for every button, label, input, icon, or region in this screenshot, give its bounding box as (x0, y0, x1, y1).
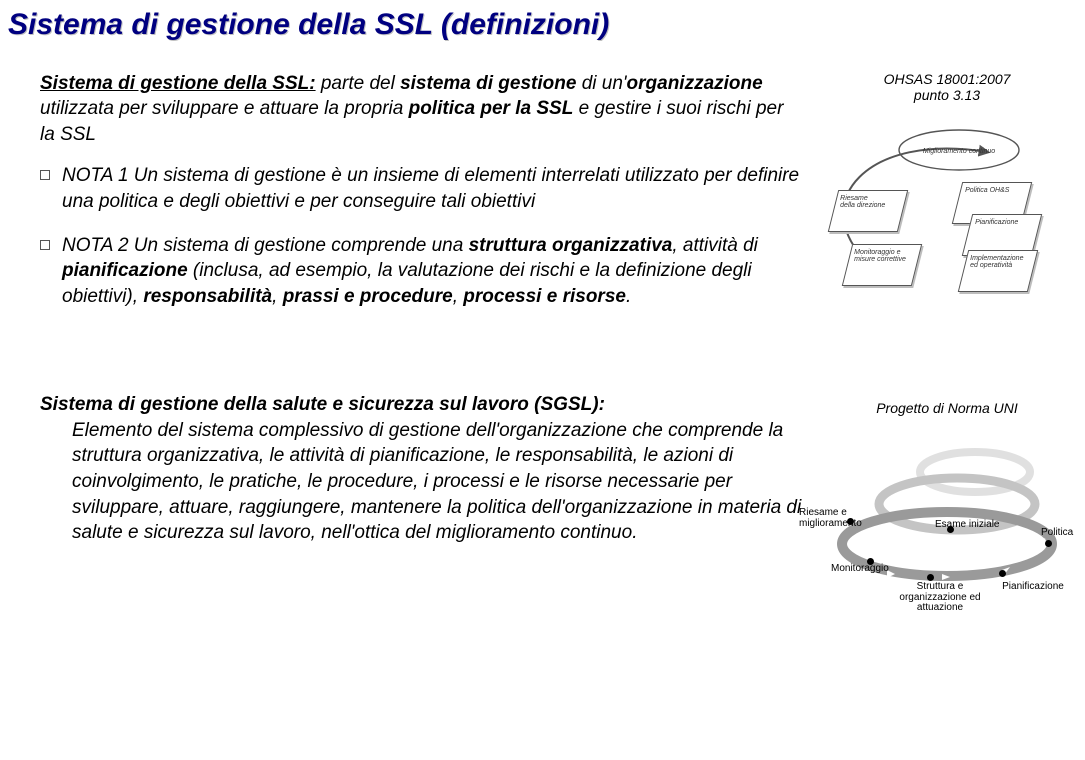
ohsas-card-monitoraggio: Monitoraggio emisure correttive (842, 244, 922, 286)
definition-ssl: Sistema di gestione della SSL: parte del… (8, 71, 803, 148)
ohsas-card-riesame: Riesamedella direzione (828, 190, 908, 232)
ohsas-ellipse-label: Miglioramento continuo (923, 148, 995, 155)
note-2: NOTA 2 Un sistema di gestione comprende … (8, 233, 803, 310)
figure-spiral: Progetto di Norma UNI (817, 394, 1077, 605)
note-2-text: NOTA 2 Un sistema di gestione comprende … (62, 233, 803, 310)
bullet-icon (40, 170, 50, 180)
sgsl-heading: Sistema di gestione della salute e sicur… (8, 394, 803, 416)
slide-title: Sistema di gestione della SSL (definizio… (8, 8, 1077, 43)
section-gap (8, 346, 1077, 394)
spiral-label-monitoraggio: Monitoraggio (831, 564, 901, 575)
figure-ohsas: OHSAS 18001:2007 punto 3.13 Migliorament… (817, 71, 1077, 313)
text-col-1: Sistema di gestione della SSL: parte del… (8, 71, 803, 328)
figure-ohsas-caption: OHSAS 18001:2007 punto 3.13 (817, 71, 1077, 105)
spiral-svg (817, 424, 1077, 604)
spiral-diagram: Riesame emiglioramento Monitoraggio Stru… (817, 424, 1077, 604)
text-col-2: Sistema di gestione della salute e sicur… (8, 394, 803, 546)
sgsl-body: Elemento del sistema complessivo di gest… (8, 418, 803, 546)
definition-ssl-label: Sistema di gestione della SSL: (40, 73, 316, 94)
row-definition-2: Sistema di gestione della salute e sicur… (8, 394, 1077, 605)
bullet-icon (40, 240, 50, 250)
note-1-text: NOTA 1 Un sistema di gestione è un insie… (62, 163, 803, 214)
row-definition-1: Sistema di gestione della SSL: parte del… (8, 71, 1077, 328)
spiral-label-struttura: Struttura eorganizzazione edattuazione (895, 582, 985, 614)
spiral-label-politica: Politica (1041, 528, 1085, 539)
spiral-label-riesame: Riesame emiglioramento (799, 508, 855, 529)
slide: Sistema di gestione della SSL (definizio… (0, 0, 1085, 760)
figure-spiral-caption: Progetto di Norma UNI (817, 400, 1077, 417)
spiral-label-pianificazione: Pianificazione (993, 582, 1073, 593)
spiral-label-esame: Esame iniziale (935, 520, 1015, 531)
ohsas-card-implementazione: Implementazioneed operatività (958, 250, 1038, 292)
note-1: NOTA 1 Un sistema di gestione è un insie… (8, 163, 803, 214)
ohsas-diagram: Miglioramento continuo Riesamedella dire… (827, 112, 1067, 312)
